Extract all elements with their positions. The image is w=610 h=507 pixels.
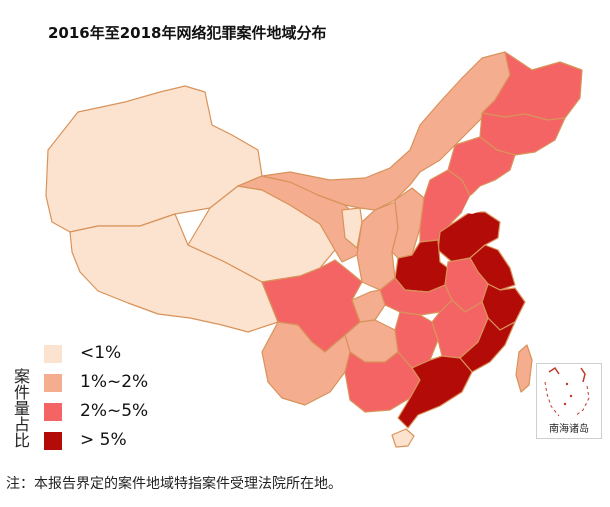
legend-swatch [44,403,62,421]
province-shandong [437,211,501,263]
footnote: 注：本报告界定的案件地域特指案件受理法院所在地。 [6,476,342,492]
province-hainan [391,428,415,448]
province-fujian [459,317,516,373]
map-title: 2016年至2018年网络犯罪案件地域分布 [48,24,327,42]
south-china-sea-islands-icon [544,366,590,417]
province-shaanxi [356,201,399,291]
province-taiwan [515,344,533,393]
legend-swatch [44,345,62,363]
province-tibet [69,213,279,333]
legend-label: > 5% [80,430,127,450]
legend-label: <1% [80,343,122,363]
legend-title: 案件量占比 [11,368,30,448]
bohai-sea [462,190,492,214]
legend-swatch [44,374,62,392]
south-china-sea-inset: 南海诸岛 [536,363,602,439]
legend-swatch [44,432,62,450]
province-guangdong [397,355,473,429]
inset-label: 南海诸岛 [549,424,589,435]
legend-label: 1%~2% [80,372,149,392]
legend-label: 2%~5% [80,401,149,421]
